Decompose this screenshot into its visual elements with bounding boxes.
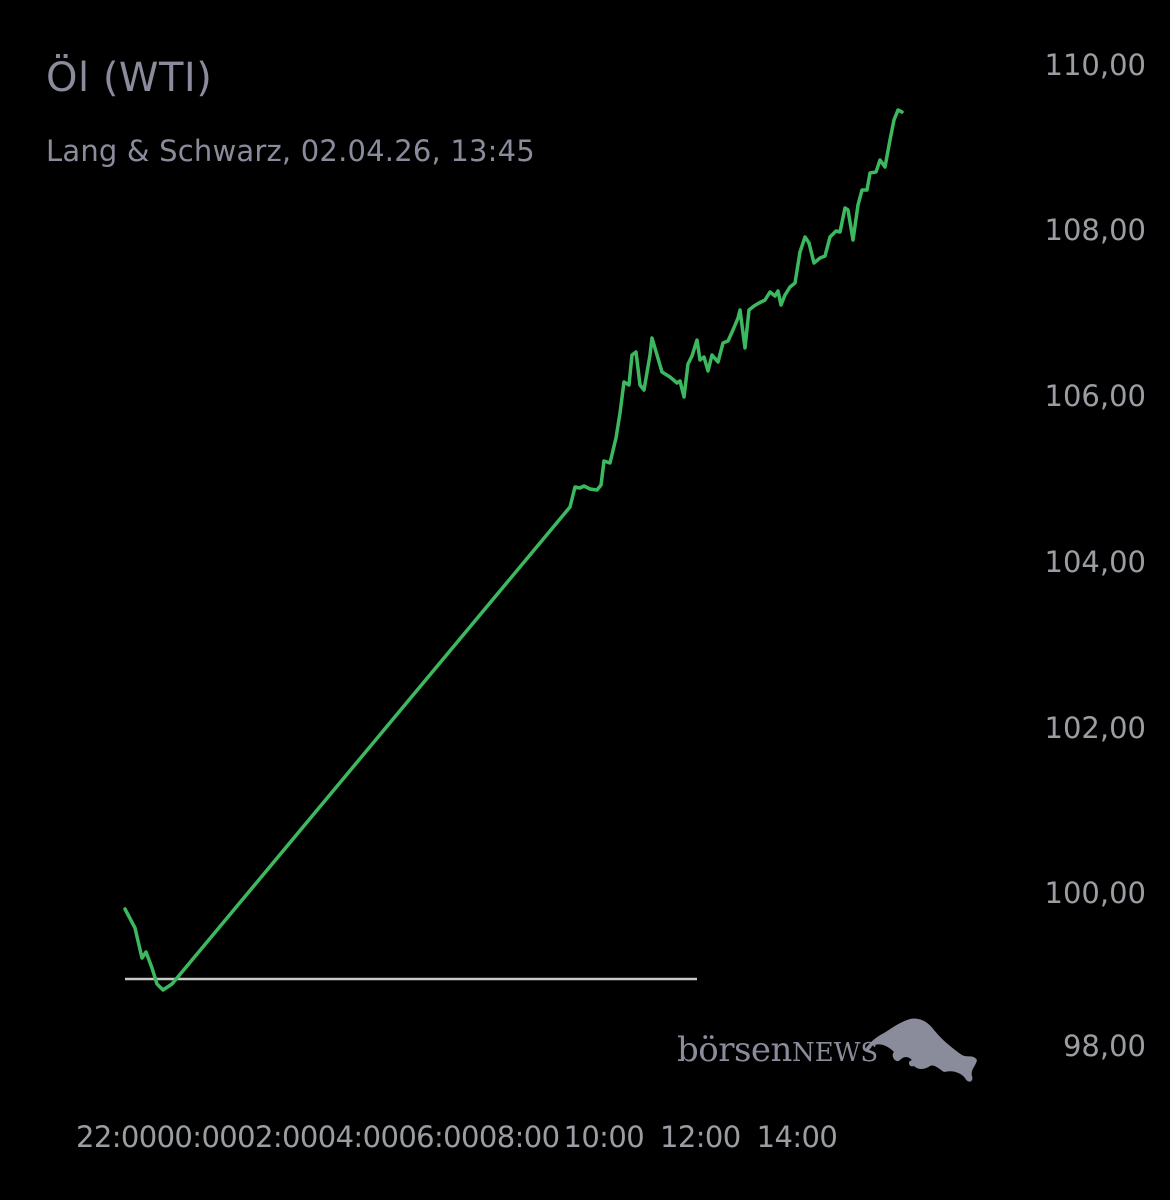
x-tick-label: 22:00 <box>76 1120 157 1154</box>
x-tick-label: 02:00 <box>237 1120 318 1154</box>
borsennews-logo: börsenNEWS <box>677 1030 878 1070</box>
x-tick-label: 12:00 <box>660 1120 741 1154</box>
y-tick-label: 100,00 <box>1044 876 1146 910</box>
x-tick-label: 04:00 <box>317 1120 399 1154</box>
x-axis: 22:0000:0002:0004:0006:0008:00 10:00 12:00… <box>76 1120 838 1154</box>
bull-icon <box>866 1018 977 1082</box>
x-tick-label: 08:00 <box>478 1120 560 1154</box>
chart-subtitle: Lang & Schwarz, 02.04.26, 13:45 <box>46 134 535 168</box>
y-tick-label: 102,00 <box>1044 711 1146 745</box>
y-tick-label: 106,00 <box>1044 379 1146 413</box>
x-tick-label: 14:00 <box>756 1120 838 1154</box>
chart-title: Öl (WTI) <box>46 55 213 101</box>
y-tick-label: 98,00 <box>1062 1029 1146 1063</box>
price-line <box>123 108 904 992</box>
y-tick-label: 110,00 <box>1044 48 1146 82</box>
x-tick-label: 06:00 <box>398 1120 479 1154</box>
logo-text-borsen: börsen <box>677 1030 792 1070</box>
y-tick-label: 104,00 <box>1044 545 1146 579</box>
x-tick-label: 10:00 <box>563 1120 645 1154</box>
y-tick-label: 108,00 <box>1044 213 1146 247</box>
logo-text-news: NEWS <box>791 1038 879 1068</box>
x-tick-label: 00:00 <box>156 1120 238 1154</box>
